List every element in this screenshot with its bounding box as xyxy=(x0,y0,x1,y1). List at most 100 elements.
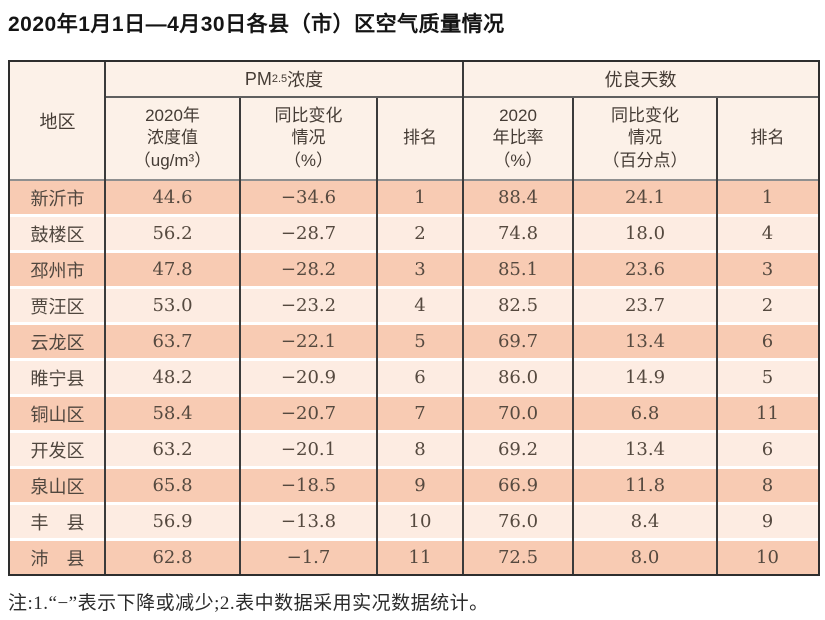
pm-rank-cell: 10 xyxy=(408,511,432,532)
table-row: 沛 县 62.8 −1.7 11 72.5 8.0 10 xyxy=(10,541,818,574)
pm-change-cell: −34.6 xyxy=(280,187,337,208)
good-ratio-cell: 72.5 xyxy=(497,547,539,568)
good-change-cell: 24.1 xyxy=(624,187,666,208)
good-ratio-cell: 69.2 xyxy=(497,439,539,460)
table-row: 铜山区 58.4 −20.7 7 70.0 6.8 11 xyxy=(10,397,818,430)
good-rank-cell: 4 xyxy=(761,223,774,244)
good-change-header: 同比变化 情况 （百分点） xyxy=(602,105,688,170)
good-ratio-cell: 82.5 xyxy=(497,295,539,316)
good-ratio-header: 2020 年比率 （%） xyxy=(492,105,544,170)
pm-value-cell: 56.9 xyxy=(152,511,193,532)
pm-rank-cell: 3 xyxy=(414,259,426,280)
good-change-cell: 23.6 xyxy=(624,259,666,280)
good-rank-cell: 6 xyxy=(761,331,774,352)
good-rank-header: 排名 xyxy=(750,128,785,148)
table-row: 新沂市 44.6 −34.6 1 88.4 24.1 1 xyxy=(10,181,818,214)
pm-rank-cell: 9 xyxy=(414,475,426,496)
pm25-group-header: PM 2.5 浓度 xyxy=(105,62,463,98)
good-ratio-cell: 76.0 xyxy=(497,511,539,532)
pm-value-cell: 63.7 xyxy=(152,331,193,352)
region-cell: 云龙区 xyxy=(30,332,85,353)
column-divider xyxy=(462,62,464,574)
good-change-cell: 8.4 xyxy=(630,511,660,532)
column-divider xyxy=(572,98,574,574)
page-title: 2020年1月1日—4月30日各县（市）区空气质量情况 xyxy=(8,13,505,36)
pm-change-cell: −20.1 xyxy=(280,439,337,460)
good-rank-cell: 2 xyxy=(761,295,774,316)
good-ratio-cell: 69.7 xyxy=(497,331,539,352)
region-cell: 铜山区 xyxy=(30,404,85,425)
pm-rank-cell: 6 xyxy=(414,367,426,388)
good-ratio-cell: 70.0 xyxy=(497,403,539,424)
table-row: 开发区 63.2 −20.1 8 69.2 13.4 6 xyxy=(10,433,818,466)
good-ratio-cell: 88.4 xyxy=(497,187,539,208)
good-change-cell: 13.4 xyxy=(624,439,666,460)
pm-rank-cell: 11 xyxy=(408,547,432,568)
footnote: 注:1.“−”表示下降或减少;2.表中数据采用实况数据统计。 xyxy=(8,593,489,614)
table-row: 贾汪区 53.0 −23.2 4 82.5 23.7 2 xyxy=(10,289,818,322)
table-row: 云龙区 63.7 −22.1 5 69.7 13.4 6 xyxy=(10,325,818,358)
pm-value-header: 2020年 浓度值 （ug/m³） xyxy=(133,105,212,170)
good-change-cell: 13.4 xyxy=(624,331,666,352)
pm-change-cell: −23.2 xyxy=(280,295,337,316)
good-change-cell: 23.7 xyxy=(624,295,666,316)
pm25-label-prefix: PM xyxy=(244,68,272,89)
good-rank-cell: 10 xyxy=(756,547,779,568)
table-row: 睢宁县 48.2 −20.9 6 86.0 14.9 5 xyxy=(10,361,818,394)
pm-rank-cell: 1 xyxy=(414,187,426,208)
pm-rank-cell: 5 xyxy=(414,331,426,352)
table-row: 邳州市 47.8 −28.2 3 85.1 23.6 3 xyxy=(10,253,818,286)
good-change-cell: 18.0 xyxy=(624,223,666,244)
pm-change-cell: −18.5 xyxy=(280,475,337,496)
table-body: 新沂市 44.6 −34.6 1 88.4 24.1 1 鼓楼区 56.2 −2… xyxy=(10,181,818,574)
air-quality-table: 地区 PM 2.5 浓度 优良天数 2020年 浓度值 （ug/m³） 同比变化 … xyxy=(8,60,820,576)
good-ratio-cell: 66.9 xyxy=(497,475,539,496)
pm-value-cell: 63.2 xyxy=(152,439,193,460)
region-cell: 贾汪区 xyxy=(30,296,85,317)
good-change-cell: 14.9 xyxy=(624,367,666,388)
table-row: 鼓楼区 56.2 −28.7 2 74.8 18.0 4 xyxy=(10,217,818,250)
pm-change-cell: −20.9 xyxy=(280,367,337,388)
column-divider xyxy=(104,62,106,574)
pm-change-cell: −20.7 xyxy=(280,403,337,424)
region-cell: 邳州市 xyxy=(30,260,85,281)
pm-rank-cell: 4 xyxy=(414,295,426,316)
good-change-cell: 11.8 xyxy=(624,475,666,496)
column-divider xyxy=(716,98,718,574)
good-ratio-cell: 86.0 xyxy=(497,367,539,388)
table-row: 丰 县 56.9 −13.8 10 76.0 8.4 9 xyxy=(10,505,818,538)
column-divider xyxy=(376,98,378,574)
region-cell: 泉山区 xyxy=(30,476,85,497)
good-rank-cell: 3 xyxy=(761,259,774,280)
pm-change-cell: −28.2 xyxy=(280,259,337,280)
good-rank-cell: 8 xyxy=(761,475,774,496)
good-rank-cell: 11 xyxy=(756,403,779,424)
region-cell: 丰 县 xyxy=(30,512,85,533)
pm-rank-cell: 7 xyxy=(414,403,426,424)
good-change-cell: 8.0 xyxy=(630,547,660,568)
pm-change-cell: −13.8 xyxy=(280,511,337,532)
region-cell: 睢宁县 xyxy=(30,368,85,389)
good-ratio-cell: 74.8 xyxy=(497,223,539,244)
pm-change-cell: −28.7 xyxy=(280,223,337,244)
good-rank-cell: 1 xyxy=(761,187,774,208)
pm-value-cell: 44.6 xyxy=(152,187,193,208)
pm25-subscript: 2.5 xyxy=(271,72,288,85)
pm-value-cell: 56.2 xyxy=(152,223,193,244)
pm25-label-suffix: 浓度 xyxy=(287,70,324,90)
region-cell: 新沂市 xyxy=(30,188,85,209)
pm-value-cell: 53.0 xyxy=(152,295,193,316)
good-rank-cell: 9 xyxy=(761,511,774,532)
good-ratio-cell: 85.1 xyxy=(497,259,539,280)
pm-change-header: 同比变化 情况 （%） xyxy=(274,105,343,170)
good-days-group-header: 优良天数 xyxy=(463,62,818,98)
pm-change-cell: −22.1 xyxy=(280,331,337,352)
region-cell: 鼓楼区 xyxy=(30,224,85,245)
table-header: 地区 PM 2.5 浓度 优良天数 2020年 浓度值 （ug/m³） 同比变化 … xyxy=(10,62,818,181)
pm-value-cell: 47.8 xyxy=(152,259,193,280)
region-cell: 沛 县 xyxy=(30,548,85,569)
table-row: 泉山区 65.8 −18.5 9 66.9 11.8 8 xyxy=(10,469,818,502)
good-change-cell: 6.8 xyxy=(630,403,660,424)
pm-rank-cell: 2 xyxy=(414,223,426,244)
